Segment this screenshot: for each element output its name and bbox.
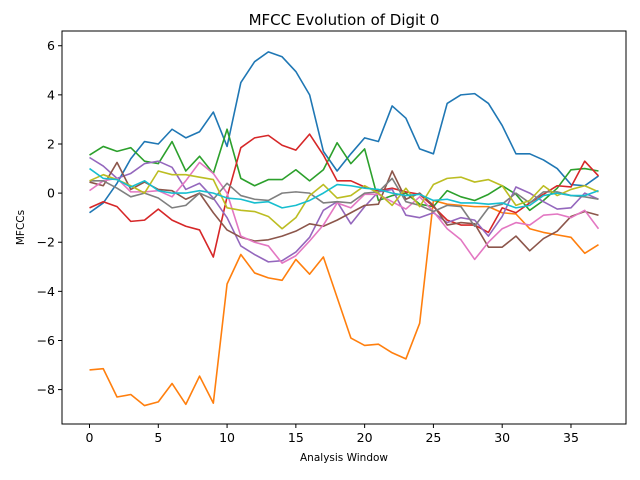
x-tick-label: 20 (357, 430, 373, 445)
series-layer (89, 51, 600, 407)
chart-title: MFCC Evolution of Digit 0 (249, 11, 440, 29)
series-line-10 (89, 167, 599, 209)
y-tick-label: 4 (47, 87, 55, 102)
x-tick-label: 25 (425, 430, 441, 445)
x-axis-label: Analysis Window (300, 452, 388, 464)
series-line-8 (89, 177, 599, 228)
series-line-2 (89, 199, 599, 407)
series-line-9 (89, 170, 599, 230)
series-line-7 (89, 161, 600, 264)
x-tick-label: 35 (563, 430, 579, 445)
y-tick-label: −8 (37, 382, 55, 397)
x-tick-label: 30 (494, 430, 510, 445)
series-line-6 (89, 161, 599, 252)
y-tick-label: −4 (37, 284, 55, 299)
y-tick-label: 0 (47, 186, 55, 201)
x-tick-label: 10 (219, 430, 235, 445)
series-line-4 (89, 133, 600, 258)
x-tick-label: 5 (154, 430, 162, 445)
y-tick-label: 6 (47, 38, 55, 53)
y-tick-label: −2 (37, 235, 55, 250)
x-tick-label: 0 (86, 430, 94, 445)
series-line-1 (89, 51, 599, 214)
y-axis-label: MFCCs (15, 210, 27, 245)
y-tick-label: 2 (47, 136, 55, 151)
y-axis-ticks: −8 −6 −4 −2 0 2 4 6 (37, 38, 62, 397)
x-tick-label: 15 (288, 430, 304, 445)
y-tick-label: −6 (37, 333, 55, 348)
plot-frame (61, 30, 627, 425)
series-line-5 (89, 156, 599, 263)
x-axis-ticks: 0 5 10 15 20 25 30 35 (86, 424, 579, 445)
